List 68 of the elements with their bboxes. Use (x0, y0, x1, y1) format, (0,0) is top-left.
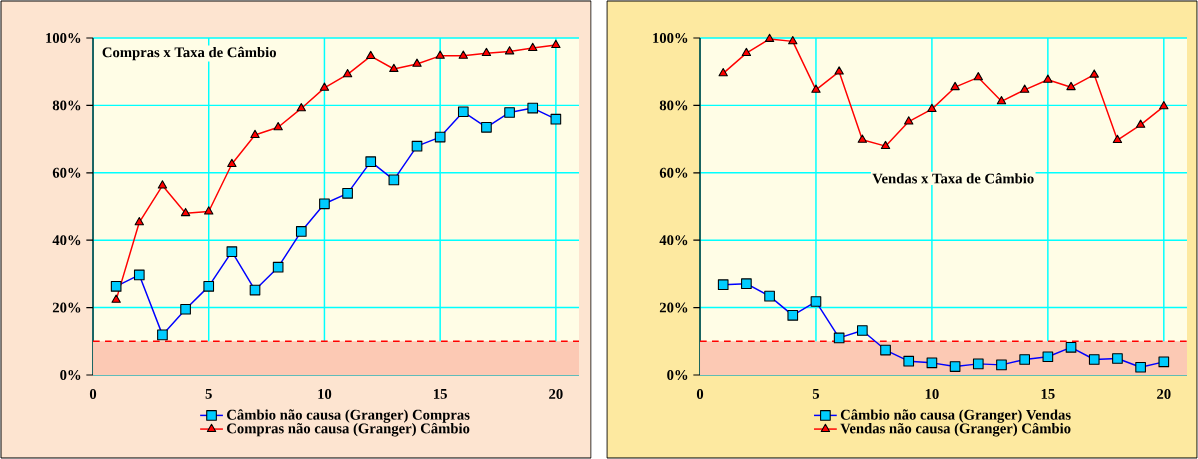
x-tick-label: 0 (89, 389, 97, 399)
point (111, 294, 121, 303)
point (1019, 84, 1030, 93)
point (880, 140, 891, 150)
text: Vendas x Taxa de Câmbio (872, 173, 1034, 184)
x-tick-label: 0 (696, 389, 704, 399)
point (996, 96, 1007, 105)
y-tick-label: 40% (52, 235, 81, 246)
point (204, 206, 214, 215)
y-tick-label: 20% (659, 302, 688, 313)
point (296, 103, 306, 112)
point (741, 47, 752, 57)
point (273, 121, 283, 131)
y-tick-label: 20% (52, 302, 81, 313)
point (342, 69, 353, 78)
point (435, 50, 445, 59)
x-tick-label: 10 (925, 389, 939, 399)
legend-label: Câmbio não causa (Granger) Vendas (840, 409, 1071, 423)
point (134, 216, 144, 226)
text: Compras x Taxa de Câmbio (102, 46, 276, 61)
y-tick-label: 100% (46, 33, 81, 43)
point (528, 42, 538, 52)
point (250, 129, 260, 138)
x-tick-label: 15 (1041, 389, 1055, 399)
point (157, 180, 168, 189)
point (788, 36, 798, 45)
y-tick-label: 0% (60, 370, 81, 380)
point (458, 50, 468, 59)
y-tick-label: 60% (659, 167, 688, 178)
legend-label: Vendas não causa (Granger) Câmbio (840, 422, 1071, 437)
point (366, 50, 376, 60)
point (1135, 119, 1146, 128)
point (857, 134, 868, 143)
point (1066, 81, 1076, 91)
point (834, 66, 844, 75)
y-tick-label: 80% (52, 100, 81, 111)
point (904, 116, 914, 125)
point (180, 207, 191, 217)
point (1043, 74, 1053, 83)
point (1159, 101, 1169, 110)
point (551, 39, 561, 49)
legend-label: Câmbio não causa (Granger) Compras (227, 409, 470, 423)
point (764, 33, 775, 42)
point (504, 46, 515, 55)
x-tick-label: 5 (812, 389, 820, 399)
point (481, 47, 492, 57)
y-tick-label: 80% (659, 100, 688, 111)
point (1112, 134, 1123, 144)
y-tick-label: 60% (52, 167, 81, 178)
x-tick-label: 20 (1157, 389, 1171, 399)
x-tick-label: 5 (205, 389, 212, 399)
point (389, 63, 399, 72)
y-tick-label: 0% (667, 370, 688, 380)
point (973, 72, 983, 81)
x-tick-label: 20 (549, 389, 563, 399)
x-tick-label: 10 (318, 389, 332, 399)
point (412, 58, 422, 67)
point (319, 82, 330, 91)
point (950, 81, 960, 91)
y-tick-label: 100% (653, 33, 688, 43)
x-tick-label: 15 (433, 389, 447, 399)
point (811, 84, 821, 93)
legend-label: Compras não causa (Granger) Câmbio (227, 422, 470, 437)
y-tick-label: 40% (659, 235, 688, 246)
point (718, 68, 728, 77)
point (1089, 69, 1099, 78)
point (227, 158, 237, 167)
point (927, 103, 937, 113)
